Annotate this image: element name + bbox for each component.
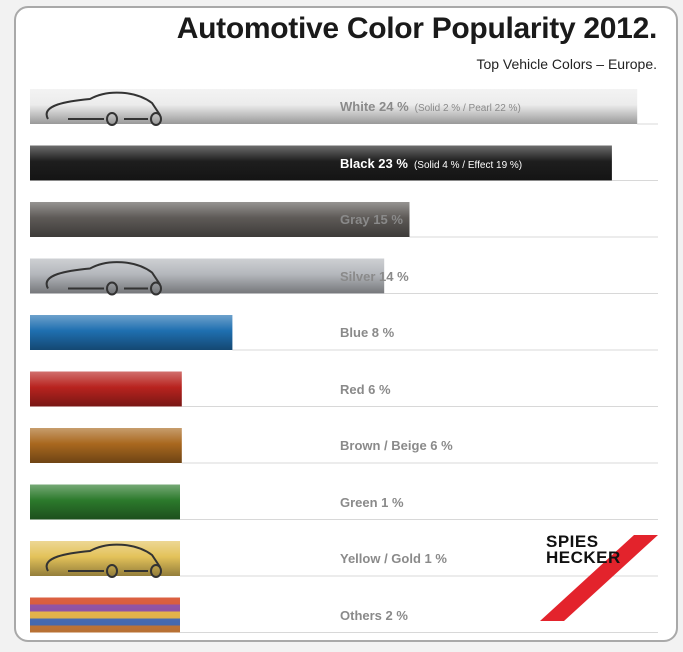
bar-value-label: Blue 8 % [340, 325, 395, 340]
bar-others-band [30, 604, 180, 612]
car-outline-icon [45, 543, 161, 572]
logo-line-2: HECKER [546, 548, 621, 567]
car-wheel-icon [150, 112, 162, 126]
car-wheel-icon [106, 564, 118, 578]
spies-hecker-logo: SPIES HECKER [540, 533, 662, 621]
bar-value-label: Yellow / Gold 1 % [340, 551, 447, 566]
bar-data-label: Yellow / Gold 1 % [340, 551, 447, 566]
bar-white [30, 89, 638, 124]
bar-data-label: Green 1 % [340, 495, 404, 510]
bar-value-label: Black 23 % [340, 155, 408, 171]
bar-data-label: Blue 8 % [340, 325, 394, 340]
car-outline-icon [45, 261, 161, 290]
bar-others-band [30, 625, 180, 633]
bar-brown-beige [30, 428, 182, 463]
chart-title: Automotive Color Popularity 2012. [176, 12, 658, 45]
bar-gray [30, 202, 410, 237]
bar-value-label: Silver 14 % [340, 268, 409, 284]
car-wheel-icon [106, 281, 118, 296]
bar-value-label: White 24 % [340, 99, 409, 114]
bar-data-label: Silver 14 % [340, 269, 409, 284]
bar-value-label: Gray 15 % [340, 212, 403, 227]
bar-data-label: Brown / Beige 6 % [340, 438, 453, 453]
bar-blue [30, 315, 233, 350]
bar-others-band [30, 611, 180, 619]
car-wheel-icon [106, 112, 118, 126]
bar-value-label: Others 2 % [340, 607, 408, 623]
bar-data-label: Others 2 % [340, 608, 408, 623]
car-wheel-icon [150, 564, 162, 578]
car-wheel-icon [150, 281, 162, 296]
bar-data-label: Gray 15 % [340, 212, 403, 227]
bar-data-label: Black 23 % (Solid 4 % / Effect 19 %) [340, 156, 522, 171]
bar-data-label: Red 6 % [340, 382, 391, 397]
bar-data-label: White 24 % (Solid 2 % / Pearl 22 %) [340, 99, 521, 114]
chart-subtitle: Top Vehicle Colors – Europe. [476, 56, 657, 72]
bar-others-band [30, 618, 180, 626]
car-outline-icon [45, 91, 161, 120]
bar-value-label: Green 1 % [340, 494, 404, 510]
bar-value-label: Brown / Beige 6 % [340, 438, 453, 453]
logo-stripe-icon [540, 535, 658, 621]
bar-detail-label: (Solid 4 % / Effect 19 %) [413, 159, 523, 171]
logo-line-1: SPIES [546, 532, 599, 551]
bar-black [30, 145, 612, 181]
bar-red [30, 371, 182, 407]
bar-others-band [30, 597, 180, 605]
bar-value-label: Red 6 % [340, 381, 391, 397]
bar-detail-label: (Solid 2 % / Pearl 22 %) [414, 103, 521, 114]
bar-green [30, 484, 180, 520]
